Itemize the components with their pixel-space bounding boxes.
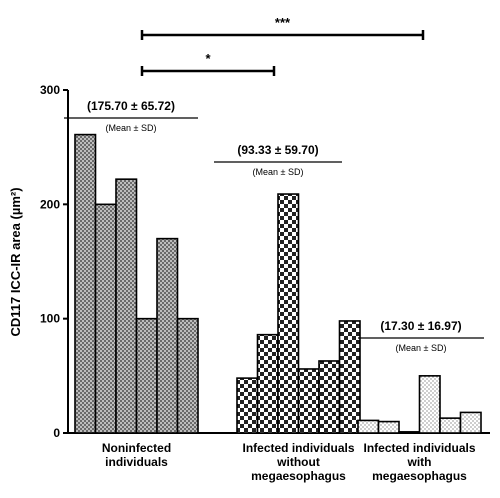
y-tick-label: 200 [40, 197, 60, 211]
bar [256, 333, 279, 434]
bar [418, 375, 441, 434]
bar [338, 320, 361, 434]
group-label-line: Noninfected [102, 441, 171, 455]
group-label-line: with [407, 455, 432, 469]
group-label-line: Infected individuals [242, 441, 354, 455]
stat-value: (93.33 ± 59.70) [237, 143, 318, 157]
bar [236, 377, 259, 434]
group-label-line: individuals [105, 455, 168, 469]
significance-brackets: **** [140, 15, 425, 76]
sig-label: * [205, 51, 211, 66]
y-tick-label: 100 [40, 312, 60, 326]
bar [318, 360, 341, 434]
bar [297, 368, 320, 434]
bar [94, 203, 117, 434]
bar [115, 178, 138, 434]
bar [357, 419, 380, 434]
group-label-line: Infected individuals [363, 441, 475, 455]
group-stats: (175.70 ± 65.72) (Mean ± SD) (93.33 ± 59.7… [64, 99, 484, 353]
stat-sub-label: (Mean ± SD) [106, 123, 157, 133]
bar [74, 133, 97, 434]
stat-sub-label: (Mean ± SD) [396, 343, 447, 353]
group-label-line: megaesophagus [251, 469, 346, 483]
stat-value: (17.30 ± 16.97) [380, 319, 461, 333]
bar [459, 411, 482, 434]
bars [74, 133, 482, 434]
bar [156, 237, 179, 434]
group-label-line: without [276, 455, 320, 469]
bar [277, 193, 300, 434]
y-axis-label: CD117 ICC-IR area (µm²) [8, 187, 23, 336]
bar [377, 420, 400, 434]
group-label-line: megaesophagus [372, 469, 467, 483]
bar [176, 317, 199, 434]
sig-label: *** [275, 15, 291, 30]
bar [439, 417, 462, 434]
bar [135, 317, 158, 434]
y-tick-label: 0 [53, 426, 60, 440]
bar [398, 431, 421, 434]
stat-sub-label: (Mean ± SD) [253, 167, 304, 177]
y-tick-label: 300 [40, 83, 60, 97]
stat-value: (175.70 ± 65.72) [87, 99, 175, 113]
